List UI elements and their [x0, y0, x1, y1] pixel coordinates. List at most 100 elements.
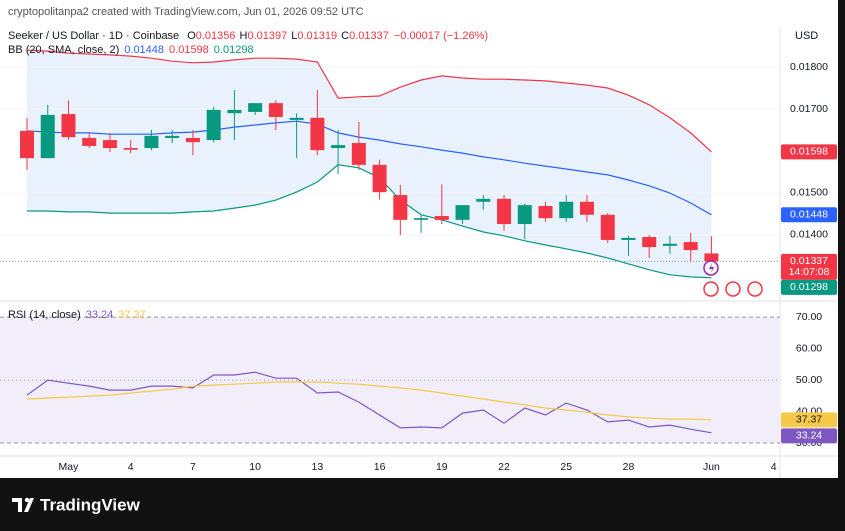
economic-event-icon[interactable] [725, 281, 741, 297]
candle-body [227, 109, 242, 114]
candle-body [393, 195, 408, 220]
ohlc-letter: L [291, 30, 297, 42]
x-tick-label: Jun [703, 461, 720, 473]
ohlc-letter: C [341, 30, 349, 42]
indicator-value: 0.01598 [169, 44, 209, 56]
band-fill [27, 50, 712, 278]
candle-body [600, 214, 615, 240]
y-tick-label: 60.00 [796, 342, 822, 354]
x-tick-label: 4 [771, 461, 777, 473]
economic-event-icon[interactable] [703, 281, 719, 297]
rsi-line [26, 371, 712, 434]
x-tick-label: 22 [498, 461, 510, 473]
candle-body [248, 103, 263, 112]
logo-dot [24, 497, 30, 503]
brand-logo: TradingView [12, 495, 141, 514]
event-icon-glyph [709, 263, 714, 273]
candle-body [683, 242, 698, 251]
last-price-label: 0.01337 [790, 255, 828, 267]
x-tick-label: 4 [128, 461, 134, 473]
currency: USD [795, 30, 818, 42]
y-tick-label: 0.01800 [790, 61, 828, 73]
rsi-ma-label: 37.37 [796, 414, 822, 426]
candle-body [579, 201, 594, 215]
candle-body [206, 109, 221, 141]
candle-body [538, 205, 553, 219]
candle-body [331, 145, 346, 149]
candle-body [165, 135, 180, 138]
x-tick-label: 7 [190, 461, 196, 473]
candle-body [476, 198, 491, 202]
x-tick-label: 28 [623, 461, 635, 473]
candle-body [123, 148, 138, 150]
candle-body [289, 117, 304, 120]
ohlc-value: 0.01337 [349, 30, 389, 42]
candle-body [497, 198, 512, 225]
candle-body [704, 253, 719, 262]
candle-body [268, 103, 283, 117]
candle-body [434, 216, 449, 220]
candle-body [102, 140, 117, 149]
candle-body [559, 201, 574, 219]
indicator-value: 33.24 [86, 309, 114, 321]
rsi-label-box [781, 428, 837, 444]
brand-name: TradingView [40, 495, 141, 514]
candle-body [82, 137, 97, 146]
price-pane: 0.01400 0.01500 0.01700 0.01800 Seeker / US … [0, 30, 837, 295]
lower-band-label-box [781, 279, 837, 295]
ohlc-value: 0.01319 [297, 30, 337, 42]
symbol-legend: Seeker / US Dollar · 1D · Coinbase O0.013… [8, 30, 488, 42]
indicator-value: 0.01448 [124, 44, 164, 56]
bb-line [27, 164, 712, 279]
ohlc-value: 0.01356 [196, 30, 236, 42]
candle-body [414, 218, 429, 220]
rsi-label: 33.24 [796, 430, 822, 442]
ohlc-value: 0.01397 [247, 30, 287, 42]
upper-band-label-box [781, 144, 837, 160]
basis-label: 0.01448 [790, 209, 828, 221]
x-tick-label: 19 [436, 461, 448, 473]
symbol-title: Seeker / US Dollar · 1D · Coinbase [8, 30, 179, 42]
upper-band-label: 0.01598 [790, 146, 828, 158]
rsi-ma-label-box [781, 412, 837, 428]
y-tick-label: 70.00 [796, 311, 822, 323]
lower-band-label: 0.01298 [790, 281, 828, 293]
rsi-ma-line [26, 381, 712, 421]
bb-line [26, 49, 712, 153]
last-price-label-countdown: 14:07:08 [789, 266, 830, 278]
candle-body [61, 114, 76, 138]
rsi-legend: RSI (14, close) 33.24 37.37 [8, 309, 146, 321]
basis-label-box [781, 207, 837, 223]
bb-line [26, 120, 712, 216]
ohlc-letter: H [240, 30, 248, 42]
candle-body [642, 237, 657, 248]
candle-body [144, 135, 159, 149]
x-tick-label: 25 [560, 461, 572, 473]
indicator-name: RSI (14, close) [8, 309, 81, 321]
candle-body [351, 143, 366, 165]
candle-body [20, 130, 34, 159]
candle-body [455, 205, 470, 220]
event-icons [703, 260, 763, 297]
candle-body [372, 164, 387, 193]
candle-body [621, 237, 636, 240]
indicator-legend: BB (20, SMA, close, 2) 0.01448 0.01598 0.01… [8, 44, 254, 56]
x-tick-label: 13 [312, 461, 324, 473]
y-tick-label: 0.01500 [790, 187, 828, 199]
y-tick-label: 50.00 [796, 374, 822, 386]
change-label: −0.00017 (−1.26%) [394, 30, 488, 42]
attribution: cryptopolitanpa2 created with TradingVie… [8, 6, 364, 18]
x-tick-label: 16 [374, 461, 386, 473]
candle-body [40, 114, 55, 159]
candle-body [517, 205, 532, 225]
indicator-name: BB (20, SMA, close, 2) [8, 44, 119, 56]
x-tick-label: May [59, 461, 80, 473]
indicator-value: 0.01298 [214, 44, 254, 56]
economic-event-icon[interactable] [747, 281, 763, 297]
last-price-label-box [781, 253, 837, 280]
y-tick-label: 0.01400 [790, 229, 828, 241]
candle-body [310, 117, 325, 151]
